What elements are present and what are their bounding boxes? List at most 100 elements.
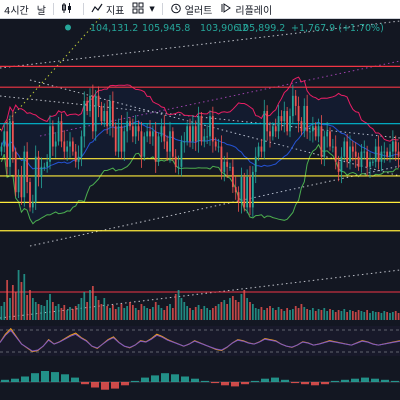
chart-type-selector[interactable]: 날 — [33, 0, 50, 18]
price-chart[interactable]: 104,131.2 105,945.8 103,906.2 105,899.2 … — [0, 18, 400, 400]
candle-body — [334, 146, 337, 162]
candle — [331, 138, 334, 153]
replay-button[interactable]: 리플레이 — [216, 0, 276, 18]
replay-label: 리플레이 — [235, 5, 273, 17]
candle — [106, 99, 109, 134]
candle — [334, 135, 337, 170]
candle-body — [71, 141, 74, 152]
volume-bar — [37, 304, 40, 320]
candle — [171, 127, 174, 161]
candle — [326, 121, 329, 148]
candle — [160, 118, 163, 143]
volume-bar — [86, 302, 89, 320]
candle-body — [143, 136, 146, 157]
volume-bar — [374, 312, 377, 320]
hist-bar — [61, 374, 69, 382]
volume-bar — [217, 304, 220, 320]
volume-bar — [46, 300, 49, 320]
volume-bar — [311, 308, 314, 320]
volume-bar — [177, 290, 180, 320]
candle — [226, 152, 229, 178]
candle-body — [249, 176, 251, 208]
hist-bar — [101, 382, 109, 390]
candle — [151, 125, 154, 146]
volume-layer — [0, 270, 400, 320]
candle-body — [366, 151, 369, 167]
hist-bar — [31, 373, 39, 382]
candle — [120, 115, 123, 160]
candle-body — [31, 202, 34, 208]
volume-bar — [291, 309, 294, 320]
ohlc-high: 105,945.8 — [142, 23, 190, 34]
hist-bar — [1, 379, 9, 382]
volume-bar — [369, 313, 371, 320]
candle-body — [226, 161, 229, 167]
candle-body — [26, 151, 29, 183]
candle-body — [374, 146, 377, 162]
candle — [77, 145, 80, 170]
toolbar-divider — [161, 3, 163, 15]
volume-bar — [323, 308, 326, 320]
candle — [23, 145, 26, 207]
candle-body — [6, 131, 9, 167]
hist-bar — [11, 378, 19, 382]
candle-body — [220, 146, 223, 172]
hist-bar — [201, 380, 209, 382]
candle-style-button[interactable] — [57, 0, 80, 18]
hist-bar — [371, 378, 379, 382]
volume-bar — [274, 310, 277, 320]
candle — [94, 89, 97, 141]
hist-bar — [301, 382, 309, 385]
candle — [177, 155, 180, 175]
candle — [186, 122, 189, 146]
candle — [143, 132, 146, 161]
volume-bar — [17, 270, 20, 320]
candle — [254, 147, 257, 184]
volume-bar — [317, 309, 320, 320]
candle-body — [97, 95, 100, 106]
candle-body — [0, 146, 3, 152]
candle — [211, 106, 214, 153]
candle — [214, 137, 217, 151]
candle — [86, 96, 89, 116]
candle — [240, 167, 243, 214]
candle — [163, 115, 166, 150]
candle — [6, 120, 9, 175]
volume-bar — [229, 298, 231, 320]
hist-bar — [281, 379, 289, 382]
volume-bar — [211, 308, 214, 320]
hist-bar — [81, 382, 89, 385]
candle — [54, 132, 57, 158]
interval-selector[interactable]: 4시간 — [0, 0, 33, 18]
candle — [126, 111, 129, 143]
volume-bar — [283, 311, 286, 320]
alert-button[interactable]: 얼러트 — [166, 0, 217, 18]
candle-body — [386, 151, 389, 157]
candle-body — [126, 121, 129, 132]
hist-bar — [51, 372, 59, 382]
indicators-button[interactable]: 지표 — [87, 0, 128, 18]
hist-bar — [251, 380, 259, 382]
candle — [286, 106, 289, 136]
volume-bar — [166, 306, 169, 320]
candle — [283, 101, 286, 133]
volume-bar — [94, 296, 97, 320]
candle — [234, 175, 237, 200]
volume-bar — [346, 312, 349, 320]
candle-body — [283, 111, 286, 122]
volume-bar — [389, 313, 391, 320]
candle-body — [211, 116, 214, 142]
templates-button[interactable]: ▼ — [128, 0, 158, 18]
candle-body — [80, 136, 83, 157]
volume-bar — [11, 285, 14, 320]
candle — [280, 110, 283, 131]
candle — [297, 96, 300, 133]
candle-body — [317, 126, 320, 137]
candle — [123, 125, 126, 161]
candle-body — [294, 95, 297, 106]
candle — [49, 115, 51, 170]
candle-body — [331, 146, 334, 148]
candle — [0, 142, 3, 156]
candle — [100, 101, 103, 126]
volume-bar — [183, 302, 186, 320]
